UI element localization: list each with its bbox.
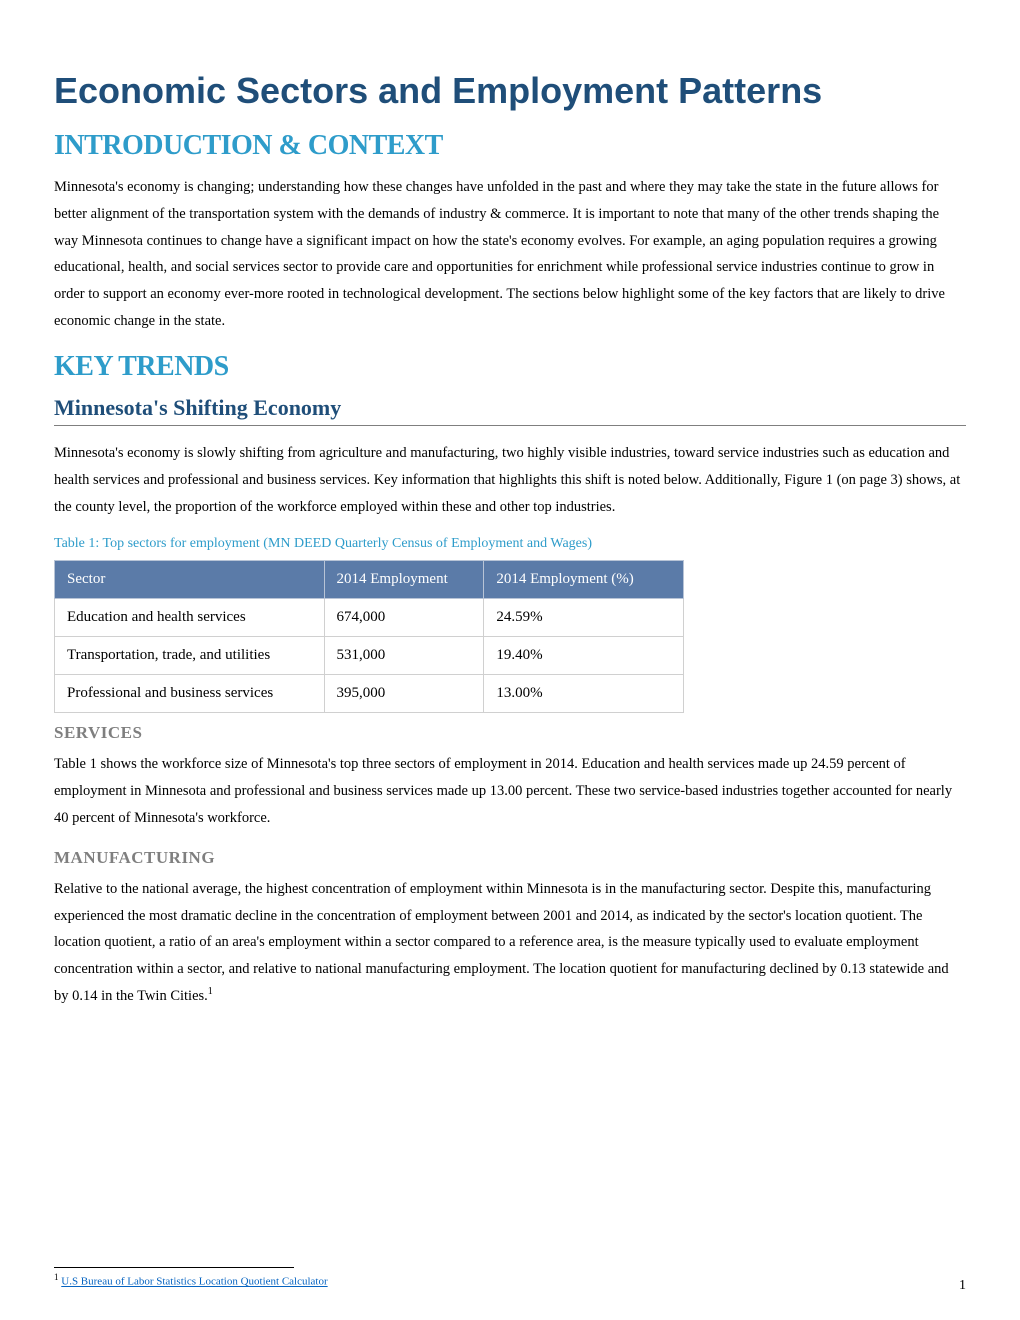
table-caption: Table 1: Top sectors for employment (MN …: [54, 536, 966, 552]
footnote-number: 1: [54, 1272, 59, 1282]
keytrends-body: Minnesota's economy is slowly shifting f…: [54, 440, 966, 520]
intro-body: Minnesota's economy is changing; underst…: [54, 174, 966, 335]
table-cell: 674,000: [324, 599, 484, 637]
table-header-row: Sector 2014 Employment 2014 Employment (…: [55, 561, 684, 599]
footnote-link[interactable]: U.S Bureau of Labor Statistics Location …: [61, 1276, 327, 1288]
employment-table: Sector 2014 Employment 2014 Employment (…: [54, 560, 684, 713]
footnote-rule: [54, 1267, 294, 1268]
keytrends-subheading: Minnesota's Shifting Economy: [54, 395, 966, 426]
table-cell: 13.00%: [484, 675, 684, 713]
table-row: Professional and business services 395,0…: [55, 675, 684, 713]
page-title: Economic Sectors and Employment Patterns: [54, 70, 966, 112]
footnote-ref: 1: [208, 986, 213, 997]
table-header: 2014 Employment: [324, 561, 484, 599]
manufacturing-heading: MANUFACTURING: [54, 848, 966, 868]
services-heading: SERVICES: [54, 723, 966, 743]
services-body: Table 1 shows the workforce size of Minn…: [54, 751, 966, 831]
table-header: Sector: [55, 561, 325, 599]
table-row: Education and health services 674,000 24…: [55, 599, 684, 637]
table-cell: 24.59%: [484, 599, 684, 637]
footnote: 1 U.S Bureau of Labor Statistics Locatio…: [54, 1272, 328, 1288]
keytrends-heading: KEY TRENDS: [54, 351, 966, 383]
table-cell: 395,000: [324, 675, 484, 713]
table-cell: Transportation, trade, and utilities: [55, 637, 325, 675]
intro-heading: INTRODUCTION & CONTEXT: [54, 130, 966, 162]
table-cell: Education and health services: [55, 599, 325, 637]
table-cell: 19.40%: [484, 637, 684, 675]
table-cell: Professional and business services: [55, 675, 325, 713]
page-number: 1: [959, 1278, 966, 1294]
table-cell: 531,000: [324, 637, 484, 675]
manufacturing-body: Relative to the national average, the hi…: [54, 876, 966, 1010]
table-header: 2014 Employment (%): [484, 561, 684, 599]
table-row: Transportation, trade, and utilities 531…: [55, 637, 684, 675]
